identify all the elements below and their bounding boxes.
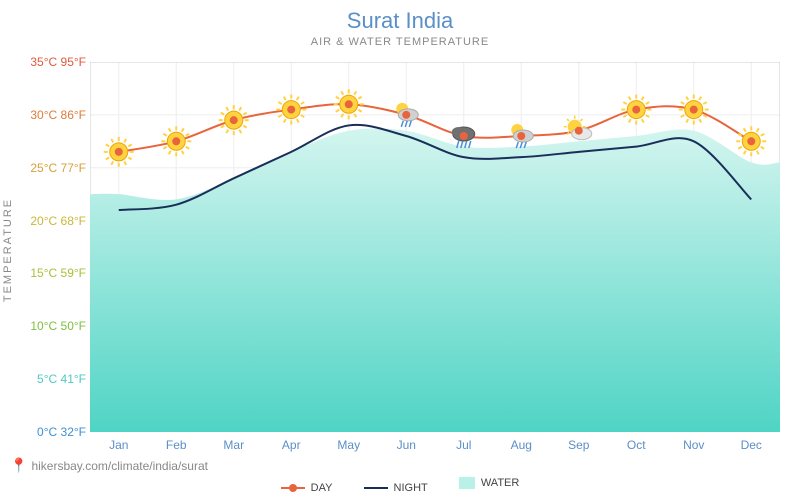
day-marker (517, 132, 525, 140)
x-tick-label: Jul (456, 438, 471, 452)
legend-day-swatch (281, 487, 305, 489)
x-tick-label: Feb (166, 438, 187, 452)
x-tick-label: Oct (627, 438, 646, 452)
x-tick-label: Jan (109, 438, 128, 452)
y-axis-label: TEMPERATURE (2, 198, 14, 302)
day-marker (632, 106, 640, 114)
y-tick-label: 25°C 77°F (14, 161, 86, 175)
legend-night-label: NIGHT (394, 482, 428, 494)
footer-link[interactable]: 📍 hikersbay.com/climate/india/surat (10, 457, 208, 474)
x-tick-label: Apr (282, 438, 301, 452)
legend-night: NIGHT (364, 482, 428, 494)
chart-area: 0°C 32°F5°C 41°F10°C 50°F15°C 59°F20°C 6… (90, 62, 780, 432)
x-tick-label: Sep (568, 438, 589, 452)
y-tick-label: 10°C 50°F (14, 319, 86, 333)
x-tick-label: Mar (223, 438, 244, 452)
y-tick-label: 0°C 32°F (14, 425, 86, 439)
x-tick-label: Dec (741, 438, 762, 452)
footer-url: hikersbay.com/climate/india/surat (31, 459, 208, 473)
day-marker (230, 116, 238, 124)
day-marker (115, 148, 123, 156)
day-marker (345, 100, 353, 108)
x-tick-label: May (337, 438, 360, 452)
day-marker (402, 111, 410, 119)
water-area (90, 128, 780, 432)
y-tick-label: 30°C 86°F (14, 108, 86, 122)
day-marker (575, 127, 583, 135)
x-tick-label: Nov (683, 438, 704, 452)
y-tick-label: 5°C 41°F (14, 372, 86, 386)
legend-water: WATER (459, 477, 520, 489)
x-tick-label: Jun (397, 438, 416, 452)
y-tick-label: 20°C 68°F (14, 214, 86, 228)
day-marker (747, 137, 755, 145)
legend-water-label: WATER (481, 477, 520, 489)
day-marker (172, 137, 180, 145)
day-marker (690, 106, 698, 114)
x-tick-label: Aug (511, 438, 532, 452)
map-pin-icon: 📍 (10, 457, 27, 474)
legend-day: DAY (281, 482, 333, 494)
day-marker (287, 106, 295, 114)
legend-water-swatch (459, 477, 475, 489)
legend-day-label: DAY (311, 482, 333, 494)
legend-night-swatch (364, 487, 388, 489)
chart-subtitle: AIR & WATER TEMPERATURE (0, 36, 800, 48)
chart-title: Surat India (0, 0, 800, 34)
legend: DAY NIGHT WATER (0, 477, 800, 494)
y-tick-label: 15°C 59°F (14, 266, 86, 280)
day-marker (460, 132, 468, 140)
y-tick-label: 35°C 95°F (14, 55, 86, 69)
plot-svg (90, 62, 780, 432)
